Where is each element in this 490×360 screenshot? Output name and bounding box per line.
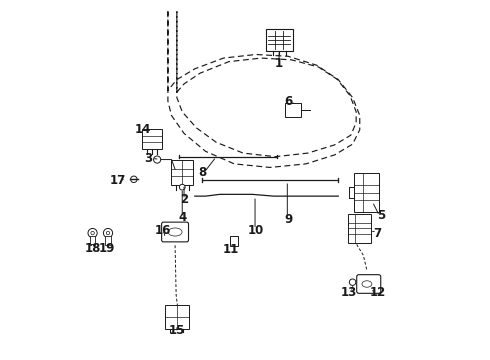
Polygon shape — [105, 237, 111, 245]
Text: 6: 6 — [284, 95, 292, 108]
Bar — [172, 160, 193, 185]
Text: 4: 4 — [178, 211, 186, 224]
Circle shape — [88, 229, 97, 238]
Text: 15: 15 — [169, 324, 185, 337]
Text: 2: 2 — [180, 193, 188, 206]
Ellipse shape — [168, 228, 182, 236]
Circle shape — [131, 176, 137, 183]
Circle shape — [103, 229, 113, 238]
Bar — [165, 305, 189, 329]
Circle shape — [106, 231, 110, 235]
Text: 11: 11 — [222, 243, 239, 256]
FancyBboxPatch shape — [266, 30, 293, 51]
Text: 8: 8 — [198, 166, 206, 179]
Ellipse shape — [362, 281, 372, 287]
Text: 3: 3 — [144, 152, 152, 165]
Bar — [354, 173, 379, 212]
Text: 12: 12 — [369, 287, 386, 300]
Bar — [142, 129, 162, 149]
Circle shape — [349, 279, 356, 285]
Bar — [285, 103, 301, 117]
Bar — [348, 214, 371, 243]
FancyBboxPatch shape — [357, 275, 381, 293]
Bar — [230, 236, 238, 246]
Text: 18: 18 — [84, 242, 101, 255]
Text: 17: 17 — [110, 174, 126, 186]
Circle shape — [179, 184, 185, 190]
Polygon shape — [90, 237, 95, 245]
Text: 1: 1 — [275, 57, 283, 70]
Text: 16: 16 — [154, 224, 171, 237]
FancyBboxPatch shape — [162, 222, 189, 242]
Text: 14: 14 — [135, 123, 151, 136]
Text: 9: 9 — [284, 213, 292, 226]
Text: 10: 10 — [247, 224, 264, 237]
Text: 5: 5 — [377, 210, 386, 222]
Circle shape — [153, 156, 161, 163]
Text: 7: 7 — [373, 227, 382, 240]
Circle shape — [91, 231, 94, 235]
Text: 13: 13 — [341, 287, 357, 300]
Text: 19: 19 — [99, 242, 115, 255]
